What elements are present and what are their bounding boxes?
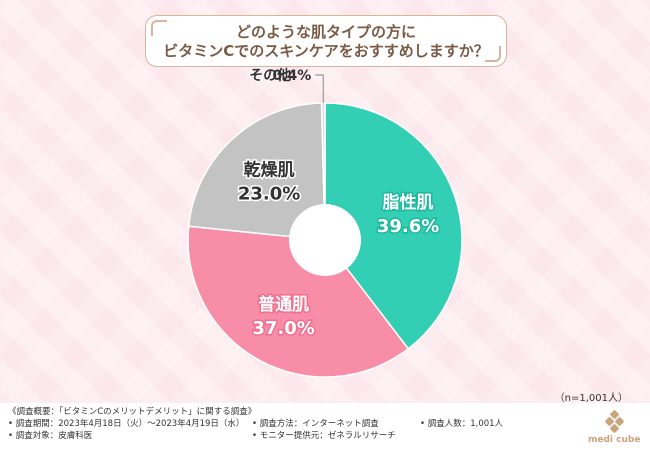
slice-value-0: 39.6% xyxy=(377,216,439,237)
chart-title-line1: どのような肌タイプの方に xyxy=(235,23,416,41)
slice-label-0: 脂性肌 xyxy=(383,192,434,213)
slice-1 xyxy=(187,225,410,378)
slice-label-1: 普通肌 xyxy=(258,294,309,315)
survey-method: • 調査方法：インターネット調査 xyxy=(252,419,379,429)
slice-value-2: 23.0% xyxy=(238,184,300,205)
survey-count: • 調査人数：1,001人 xyxy=(420,419,504,429)
slice-value-3: 0.4% xyxy=(272,68,311,84)
slice-label-3: その他 xyxy=(249,67,291,84)
survey-period: • 調査期間：2023年4月18日（火）～2023年4月19日（水） xyxy=(8,419,245,429)
survey-target: • 調査対象：皮膚科医 xyxy=(8,431,93,441)
medicube-logo-icon xyxy=(605,410,624,433)
survey-title: 《調査概要：「ビタミンCのメリットデメリット」に関する調査》 xyxy=(8,407,257,417)
slice-value-1: 37.0% xyxy=(252,318,314,339)
logo-text: medi cube xyxy=(588,435,641,445)
survey-footer: 《調査概要：「ビタミンCのメリットデメリット」に関する調査》 • 調査期間：20… xyxy=(0,403,650,450)
chart-title-line2: ビタミンCでのスキンケアをおすすめしますか？ xyxy=(163,42,489,60)
sample-size-note: （n=1,001人） xyxy=(554,393,628,404)
slice-label-2: 乾燥肌 xyxy=(244,160,295,181)
title-box: どのような肌タイプの方に ビタミンCでのスキンケアをおすすめしますか？ xyxy=(145,15,507,67)
leader-line-other xyxy=(315,74,324,104)
donut-hole xyxy=(289,204,361,276)
survey-provider: • モニター提供元：ゼネラルリサーチ xyxy=(252,431,396,441)
slice-0 xyxy=(324,102,463,350)
slice-2 xyxy=(187,102,326,241)
